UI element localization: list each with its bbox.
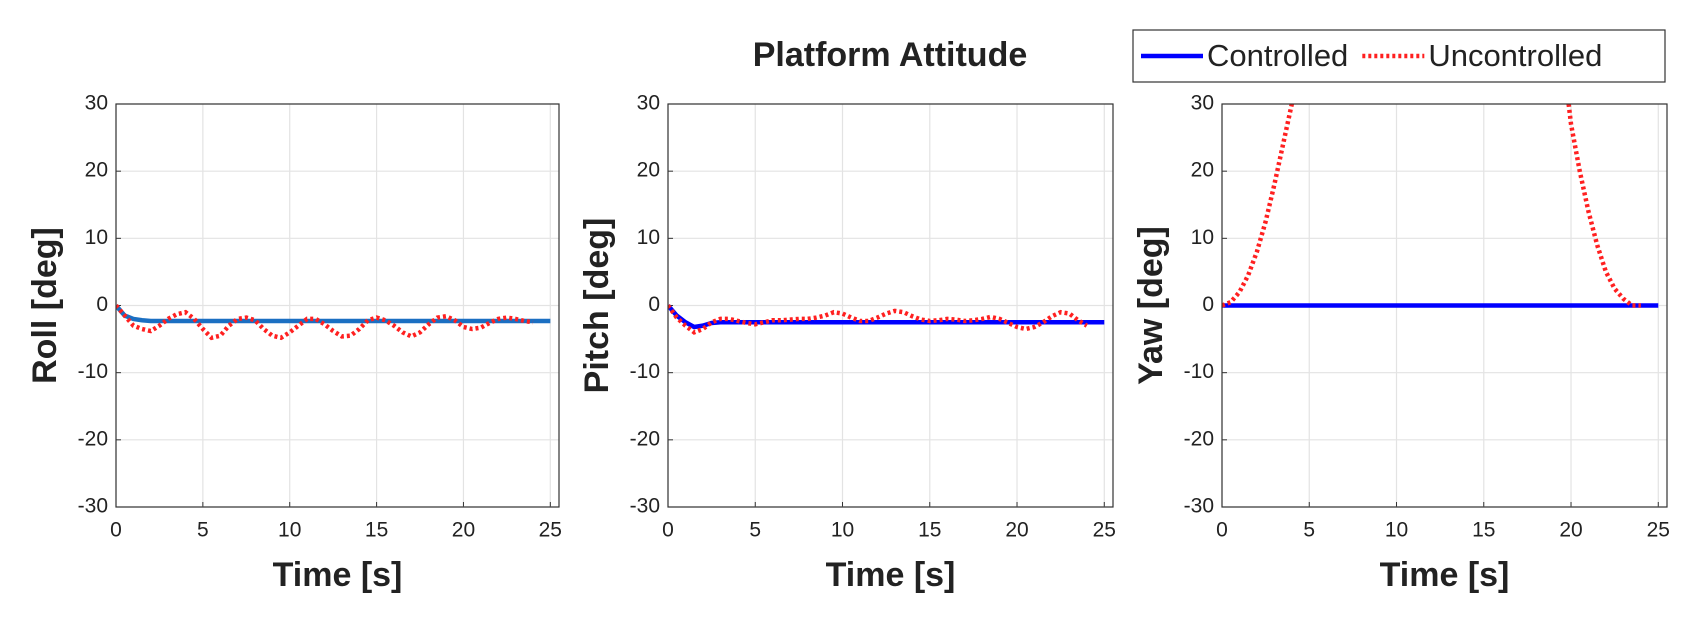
series-line	[668, 304, 1105, 330]
x-tick-label: 5	[1303, 519, 1315, 542]
axes-frame	[115, 103, 560, 508]
x-tick-label: 0	[662, 519, 674, 542]
y-tick-label: -20	[78, 427, 108, 450]
y-tick-label: 0	[96, 293, 108, 316]
y-tick-label: -30	[1184, 495, 1214, 518]
y-tick-label: -10	[630, 360, 660, 383]
x-tick-label: 15	[365, 519, 388, 542]
y-tick-label: 20	[637, 159, 660, 182]
y-tick-label: -20	[630, 427, 660, 450]
x-tick-label: 20	[1559, 519, 1582, 542]
series-line	[668, 304, 1088, 335]
x-tick-label: 5	[749, 519, 761, 542]
y-axis-label: Roll [deg]	[26, 227, 64, 384]
axes: 0 5 10 15 20 25 -30 -20 -10 0 10 20 30 Time [s] Yaw [d…	[1132, 92, 1670, 594]
x-tick-label: 25	[1647, 519, 1670, 542]
y-axis-label: Yaw [deg]	[1132, 226, 1170, 385]
y-tick-label: 10	[1191, 226, 1214, 249]
x-tick-label: 10	[278, 519, 301, 542]
legend: Controlled Uncontrolled	[1132, 29, 1666, 83]
x-tick-label: 15	[1472, 519, 1495, 542]
y-tick-label: -10	[1184, 360, 1214, 383]
x-tick-label: 10	[1385, 519, 1408, 542]
y-tick-label: -20	[1184, 427, 1214, 450]
series-line	[116, 304, 534, 341]
axes: 0 5 10 15 20 25 -30 -20 -10 0 10 20 30 Time [s] Pitch …	[578, 92, 1116, 594]
y-tick-label: 10	[85, 226, 108, 249]
y-tick-label: 0	[648, 293, 660, 316]
legend-label: Uncontrolled	[1428, 38, 1602, 73]
y-tick-label: 30	[637, 92, 660, 115]
x-axis-label: Time [s]	[273, 556, 403, 594]
y-tick-label: -30	[78, 495, 108, 518]
axes: 0 5 10 15 20 25 -30 -20 -10 0 10 20 30 Time [s] Roll […	[26, 92, 562, 594]
y-tick-label: 30	[1191, 92, 1214, 115]
y-tick-label: -10	[78, 360, 108, 383]
y-tick-label: 10	[637, 226, 660, 249]
y-axis-label: Pitch [deg]	[578, 218, 616, 394]
y-tick-label: 20	[1191, 159, 1214, 182]
series-line	[1222, 104, 1641, 308]
y-tick-label: 20	[85, 159, 108, 182]
axes-frame	[667, 103, 1114, 508]
legend-label: Controlled	[1207, 38, 1348, 73]
x-tick-label: 10	[831, 519, 854, 542]
x-tick-label: 25	[1093, 519, 1116, 542]
x-tick-label: 0	[1216, 519, 1228, 542]
x-tick-label: 5	[197, 519, 209, 542]
x-tick-label: 15	[918, 519, 941, 542]
x-tick-label: 20	[452, 519, 475, 542]
y-tick-label: 30	[85, 92, 108, 115]
y-tick-label: -30	[630, 495, 660, 518]
x-axis-label: Time [s]	[1380, 556, 1510, 594]
y-tick-label: 0	[1202, 293, 1214, 316]
x-axis-label: Time [s]	[826, 556, 956, 594]
axes-frame	[1221, 103, 1668, 508]
x-tick-label: 20	[1005, 519, 1028, 542]
figure-title: Platform Attitude	[753, 36, 1028, 74]
x-tick-label: 25	[539, 519, 562, 542]
series-line	[116, 304, 551, 324]
x-tick-label: 0	[110, 519, 122, 542]
